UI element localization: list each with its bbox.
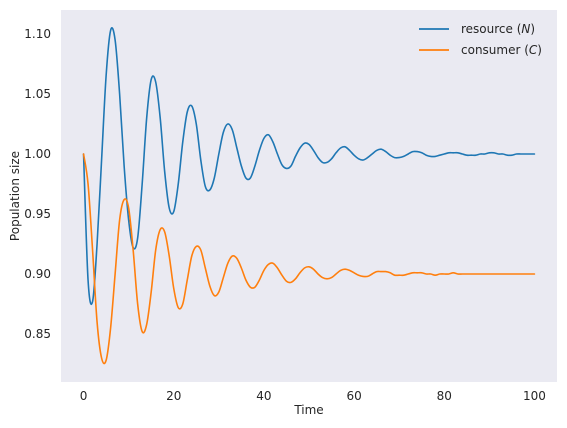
y-axis-label: Population size — [8, 151, 22, 241]
legend-label-1: consumer (C) — [461, 43, 542, 57]
x-axis-ticks: 0 20 40 60 80 100 — [80, 389, 546, 403]
y-tick-label: 1.00 — [24, 147, 51, 161]
x-tick-label: 80 — [437, 389, 452, 403]
x-tick-label: 100 — [523, 389, 546, 403]
legend: resource (N)consumer (C) — [419, 22, 542, 57]
legend-text: consumer ( — [461, 43, 529, 57]
legend-text-close: ) — [530, 22, 535, 36]
legend-text: resource ( — [461, 22, 521, 36]
x-tick-label: 0 — [80, 389, 88, 403]
series-line-1 — [82, 153, 536, 365]
x-tick-label: 20 — [166, 389, 181, 403]
series-lines — [82, 27, 536, 365]
y-tick-label: 1.10 — [24, 27, 51, 41]
x-axis-label: Time — [293, 403, 323, 417]
y-tick-label: 0.85 — [24, 327, 51, 341]
legend-label-0: resource (N) — [461, 22, 535, 36]
legend-variable: N — [521, 22, 530, 36]
y-tick-label: 0.95 — [24, 207, 51, 221]
y-tick-label: 1.05 — [24, 87, 51, 101]
y-tick-label: 0.90 — [24, 267, 51, 281]
x-tick-label: 40 — [256, 389, 271, 403]
y-axis-ticks: 0.85 0.90 0.95 1.00 1.05 1.10 — [24, 27, 51, 341]
series-line-0 — [82, 27, 536, 306]
legend-variable: C — [529, 43, 538, 57]
x-tick-label: 60 — [346, 389, 361, 403]
plot-area — [61, 10, 557, 382]
legend-text-close: ) — [537, 43, 542, 57]
